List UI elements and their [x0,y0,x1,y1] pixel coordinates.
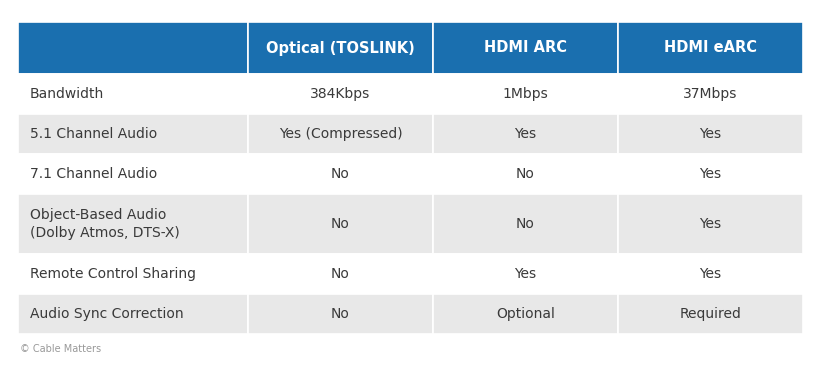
Bar [433,74,618,114]
Text: No: No [516,167,535,181]
Bar [248,294,433,334]
Text: 1Mbps: 1Mbps [502,87,548,101]
Bar [618,74,803,114]
Text: HDMI eARC: HDMI eARC [664,41,757,55]
Bar [18,294,248,334]
Bar [18,254,248,294]
Bar [248,114,433,154]
Text: Yes: Yes [515,267,536,281]
Text: Yes: Yes [700,127,721,141]
Text: Yes: Yes [515,127,536,141]
Text: Yes: Yes [700,217,721,231]
Text: Remote Control Sharing: Remote Control Sharing [30,267,196,281]
Bar [433,294,618,334]
Text: 37Mbps: 37Mbps [683,87,738,101]
Bar [433,22,618,74]
Text: 384Kbps: 384Kbps [311,87,371,101]
Bar [433,194,618,254]
Bar [18,194,248,254]
Text: Optical (TOSLINK): Optical (TOSLINK) [266,41,415,55]
Text: HDMI ARC: HDMI ARC [484,41,567,55]
Text: No: No [331,267,350,281]
Bar [433,254,618,294]
Text: Optional: Optional [496,307,555,321]
Text: © Cable Matters: © Cable Matters [20,344,101,354]
Bar [18,154,248,194]
Bar [433,114,618,154]
Bar [18,22,248,74]
Bar [618,254,803,294]
Text: No: No [331,217,350,231]
Bar [248,74,433,114]
Text: Yes: Yes [700,267,721,281]
Bar [618,294,803,334]
Text: No: No [331,307,350,321]
Bar [18,74,248,114]
Bar [248,154,433,194]
Bar [18,114,248,154]
Text: Audio Sync Correction: Audio Sync Correction [30,307,183,321]
Bar [618,194,803,254]
Text: Bandwidth: Bandwidth [30,87,104,101]
Bar [433,154,618,194]
Bar [618,154,803,194]
Bar [618,22,803,74]
Bar [248,194,433,254]
Text: No: No [516,217,535,231]
Text: Yes: Yes [700,167,721,181]
Text: Object-Based Audio
(Dolby Atmos, DTS-X): Object-Based Audio (Dolby Atmos, DTS-X) [30,208,180,240]
Text: Required: Required [680,307,741,321]
Bar [618,114,803,154]
Text: 7.1 Channel Audio: 7.1 Channel Audio [30,167,157,181]
Text: No: No [331,167,350,181]
Text: Yes (Compressed): Yes (Compressed) [279,127,402,141]
Bar [248,254,433,294]
Bar [248,22,433,74]
Text: 5.1 Channel Audio: 5.1 Channel Audio [30,127,157,141]
